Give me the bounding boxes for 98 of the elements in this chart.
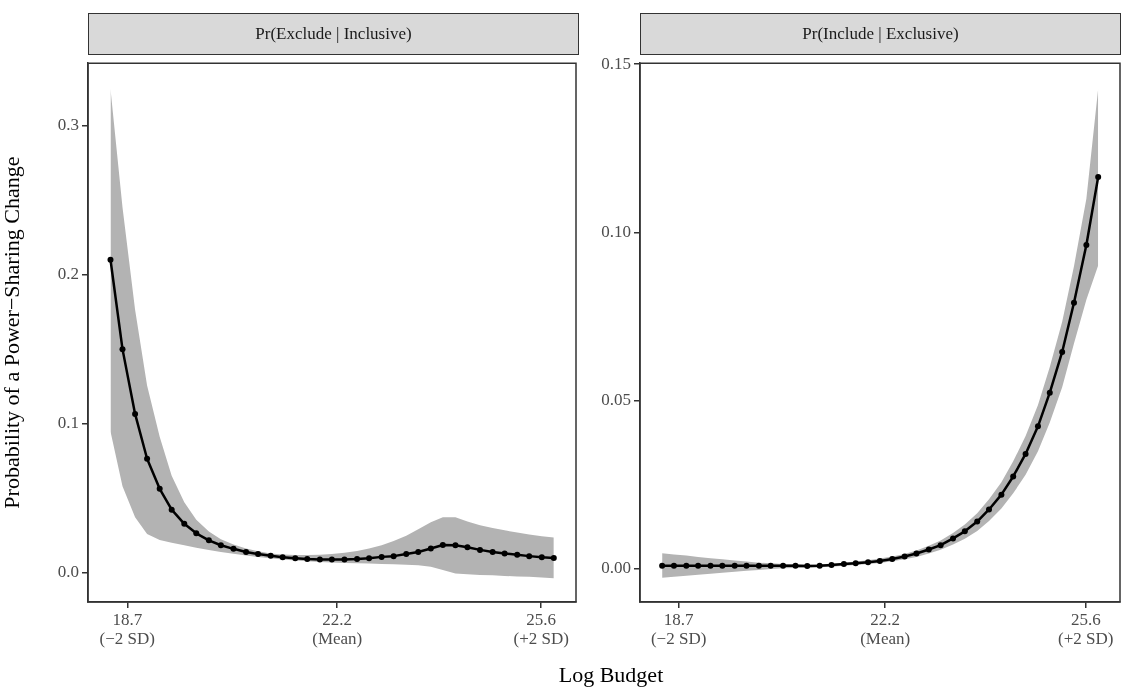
point bbox=[974, 518, 981, 525]
x-tick-label: 18.7 bbox=[663, 609, 695, 629]
point bbox=[267, 552, 274, 559]
point bbox=[986, 506, 993, 513]
point bbox=[181, 520, 188, 527]
y-tick-label: 0.0 bbox=[57, 561, 79, 581]
text: (−2 SD) bbox=[99, 628, 155, 648]
y-tick-label: 0.1 bbox=[57, 413, 79, 433]
text: (+2 SD) bbox=[1058, 628, 1114, 648]
point bbox=[1059, 348, 1066, 355]
point bbox=[501, 550, 508, 557]
point bbox=[366, 555, 373, 562]
x-tick-label: 22.2 bbox=[870, 609, 901, 629]
point bbox=[913, 550, 920, 557]
point bbox=[427, 545, 434, 552]
point bbox=[156, 485, 163, 492]
point bbox=[804, 562, 811, 569]
point bbox=[328, 556, 335, 563]
point bbox=[865, 559, 872, 566]
point bbox=[341, 556, 348, 563]
point bbox=[743, 562, 750, 569]
chart-title: Pr(Exclude | Inclusive) bbox=[88, 13, 579, 55]
point bbox=[1010, 473, 1017, 480]
point bbox=[780, 562, 787, 569]
point bbox=[1046, 389, 1053, 396]
point bbox=[119, 346, 126, 353]
point bbox=[961, 528, 968, 535]
point bbox=[792, 562, 799, 569]
y-tick-label: 0.00 bbox=[601, 558, 631, 578]
point bbox=[816, 562, 823, 569]
point bbox=[526, 553, 533, 560]
x-axis-title: Log Budget bbox=[558, 662, 664, 688]
y-tick-label: 0.3 bbox=[57, 115, 79, 135]
point bbox=[279, 554, 286, 561]
text: (Mean) bbox=[312, 628, 363, 648]
point bbox=[876, 557, 883, 564]
y-tick-label: 0.10 bbox=[601, 221, 631, 241]
y-tick-label: 0.05 bbox=[601, 390, 631, 410]
text: (+2 SD) bbox=[513, 628, 569, 648]
point bbox=[403, 551, 410, 558]
point bbox=[998, 491, 1005, 498]
chart-title: Pr(Include | Exclusive) bbox=[640, 13, 1121, 55]
point bbox=[852, 560, 859, 567]
point bbox=[1034, 423, 1041, 430]
text: (Mean) bbox=[860, 628, 911, 648]
text: (−2 SD) bbox=[650, 628, 707, 648]
point bbox=[1095, 173, 1102, 180]
point bbox=[755, 562, 762, 569]
point bbox=[354, 556, 361, 563]
point bbox=[415, 548, 422, 555]
point bbox=[828, 561, 835, 568]
point bbox=[550, 554, 557, 561]
point bbox=[168, 506, 175, 513]
point bbox=[144, 455, 151, 462]
point bbox=[1083, 241, 1090, 248]
point bbox=[670, 562, 677, 569]
point bbox=[707, 562, 714, 569]
point bbox=[925, 546, 932, 553]
point bbox=[107, 256, 114, 263]
point bbox=[452, 542, 459, 549]
y-axis-title: Probability of a Power−Sharing Change bbox=[0, 156, 24, 509]
point bbox=[683, 562, 690, 569]
point bbox=[767, 562, 774, 569]
point bbox=[1022, 450, 1029, 457]
point bbox=[840, 560, 847, 567]
point bbox=[316, 556, 323, 563]
point bbox=[193, 530, 200, 537]
x-tick-label: 25.6 bbox=[1070, 609, 1101, 629]
point bbox=[390, 553, 397, 560]
point bbox=[901, 553, 908, 560]
point bbox=[695, 562, 702, 569]
point bbox=[489, 548, 496, 555]
point bbox=[255, 551, 262, 558]
point bbox=[439, 541, 446, 548]
point bbox=[538, 554, 545, 561]
point bbox=[477, 546, 484, 553]
point bbox=[132, 410, 139, 417]
x-tick-label: 22.2 bbox=[322, 609, 353, 629]
point bbox=[950, 535, 957, 542]
point bbox=[731, 562, 738, 569]
point bbox=[659, 562, 666, 569]
x-tick-label: 18.7 bbox=[112, 609, 143, 629]
point bbox=[217, 542, 224, 549]
point bbox=[304, 556, 311, 563]
point bbox=[230, 545, 237, 552]
point bbox=[514, 551, 521, 558]
point bbox=[937, 542, 944, 549]
y-tick-label: 0.2 bbox=[57, 264, 79, 284]
point bbox=[292, 555, 299, 562]
x-tick-label: 25.6 bbox=[526, 609, 557, 629]
point bbox=[719, 562, 726, 569]
y-tick-label: 0.15 bbox=[601, 53, 631, 73]
point bbox=[205, 537, 212, 544]
point bbox=[1070, 299, 1077, 306]
point bbox=[464, 544, 471, 551]
point bbox=[378, 553, 385, 560]
point bbox=[243, 548, 250, 555]
point bbox=[889, 555, 896, 562]
